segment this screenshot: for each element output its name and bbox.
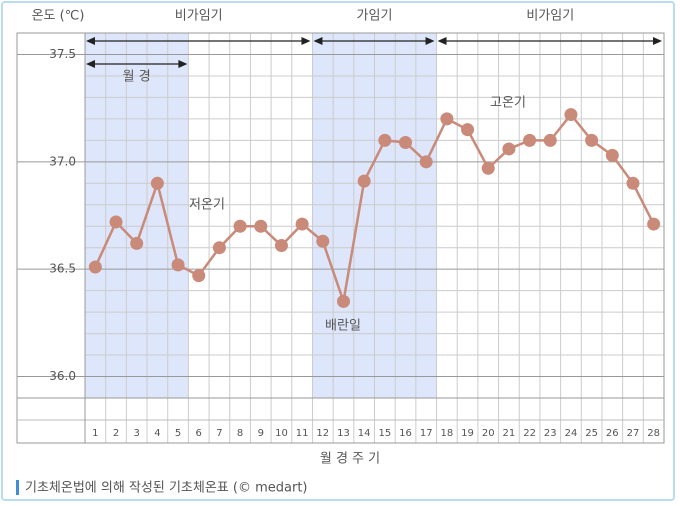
data-point [130, 236, 144, 250]
x-tick-label: 13 [337, 428, 350, 439]
data-point [543, 133, 557, 147]
y-tick-label: 36.0 [49, 369, 76, 383]
data-line [94, 112, 655, 302]
data-point [171, 258, 185, 272]
data-point [192, 269, 206, 283]
x-tick-label: 10 [275, 428, 288, 439]
x-tick-label: 12 [316, 428, 329, 439]
data-point [399, 136, 413, 149]
caption-bar [16, 480, 19, 495]
data-point [88, 260, 102, 274]
caption: 기초체온법에 의해 작성된 기초체온표 (© medart) [25, 481, 308, 496]
plot-frame [16, 32, 665, 444]
x-tick-label: 3 [134, 428, 140, 439]
grid-layer [17, 33, 664, 443]
x-tick-label: 5 [175, 428, 181, 439]
data-layer [88, 108, 661, 308]
data-point [254, 219, 268, 233]
annotation: 고온기 [490, 96, 526, 111]
menstruation-label: 월 경 [123, 70, 151, 85]
x-tick-label: 20 [482, 428, 495, 439]
phase-arrow-head [86, 37, 95, 45]
x-tick-label: 2 [113, 428, 119, 439]
data-point [523, 133, 537, 147]
data-point [502, 142, 516, 156]
y-tick-label: 37.5 [49, 47, 76, 61]
x-tick-label: 23 [544, 428, 557, 439]
data-point [357, 174, 371, 188]
menstruation-arrow-head [178, 60, 188, 68]
phase-label: 가임기 [357, 9, 393, 24]
data-point [316, 234, 330, 248]
x-tick-label: 27 [627, 428, 640, 439]
phase-arrow-head [313, 37, 323, 45]
x-tick-label: 22 [523, 428, 536, 439]
data-point [585, 133, 599, 147]
x-tick-label: 1 [92, 428, 98, 439]
y-tick-label: 36.5 [49, 262, 76, 276]
x-tick-label: 25 [585, 428, 598, 439]
data-point [461, 123, 475, 137]
x-tick-label: 19 [461, 428, 474, 439]
data-point [481, 161, 495, 175]
data-point [626, 176, 640, 190]
x-tick-label: 28 [647, 428, 660, 439]
menstruation-arrow-head [86, 60, 95, 68]
shade-layer [85, 33, 437, 398]
x-tick-label: 7 [216, 428, 222, 439]
data-point [419, 155, 433, 169]
phase-arrow-head [653, 37, 662, 45]
x-tick-label: 15 [378, 428, 391, 439]
data-point [233, 219, 247, 233]
x-tick-label: 21 [503, 428, 516, 439]
x-tick-label: 14 [358, 428, 371, 439]
phase-label: 비가임기 [175, 9, 223, 24]
x-tick-label: 17 [420, 428, 433, 439]
data-point [605, 148, 619, 162]
x-tick-label: 8 [237, 428, 243, 439]
x-tick-label: 24 [565, 428, 578, 439]
annotation: 저온기 [189, 198, 225, 213]
data-point [109, 215, 123, 229]
phase-label: 비가임기 [526, 9, 574, 24]
x-tick-label: 16 [399, 428, 412, 439]
data-point [564, 108, 578, 122]
data-point [336, 294, 350, 308]
x-tick-label: 4 [154, 428, 160, 439]
x-tick-label: 6 [196, 428, 202, 439]
x-tick-label: 18 [441, 428, 454, 439]
x-axis-label: 월 경 주 기 [320, 452, 380, 467]
phase-arrow-head [301, 37, 311, 45]
x-tick-label: 9 [258, 428, 264, 439]
y-axis-label: 온도 (℃) [32, 9, 85, 24]
data-point [440, 112, 454, 126]
y-tick-label: 37.0 [49, 154, 76, 168]
data-point [274, 239, 288, 253]
data-point [647, 217, 661, 231]
phase-arrow-head [425, 37, 435, 45]
shade-band [85, 33, 189, 398]
phase-arrow-head [437, 37, 447, 45]
x-tick-label: 11 [296, 428, 309, 439]
data-point [150, 176, 164, 190]
data-point [295, 217, 309, 231]
data-point [378, 133, 392, 147]
x-tick-label: 26 [606, 428, 619, 439]
data-point [212, 241, 226, 255]
annotation: 배란일 [325, 319, 361, 334]
